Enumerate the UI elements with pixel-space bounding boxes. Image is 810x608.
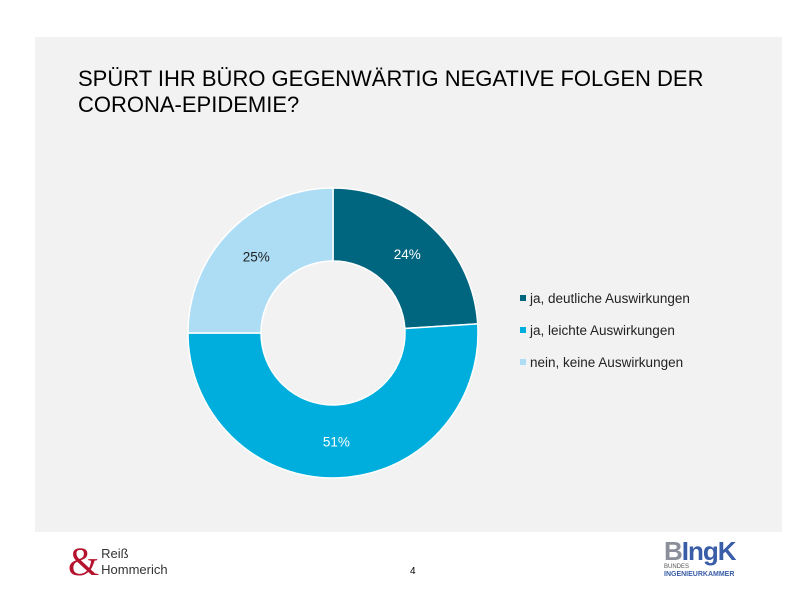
logo-ampersand: & bbox=[68, 539, 100, 584]
legend-swatch bbox=[520, 327, 526, 333]
logo-ingk: IngK bbox=[681, 536, 737, 566]
legend-label: ja, deutliche Auswirkungen bbox=[530, 290, 690, 306]
donut-segment-2 bbox=[187, 187, 334, 334]
data-label-2: 25% bbox=[243, 249, 270, 264]
reiss-hommerich-logo: & Reiß Hommerich bbox=[68, 539, 168, 584]
legend-swatch bbox=[520, 359, 526, 365]
logo-ingenieurkammer: INGENIEURKAMMER bbox=[664, 571, 735, 578]
legend-item-2: nein, keine Auswirkungen bbox=[520, 346, 690, 378]
chart-legend: ja, deutliche Auswirkungen ja, leichte Au… bbox=[520, 282, 690, 378]
slide-title: SPÜRT IHR BÜRO GEGENWÄRTIG NEGATIVE FOLG… bbox=[78, 66, 704, 117]
donut-segment-0 bbox=[332, 187, 479, 330]
page-number: 4 bbox=[410, 566, 416, 577]
donut-segment-1 bbox=[187, 323, 479, 479]
legend-item-1: ja, leichte Auswirkungen bbox=[520, 314, 690, 346]
data-label-1: 51% bbox=[323, 434, 350, 449]
legend-item-0: ja, deutliche Auswirkungen bbox=[520, 282, 690, 314]
bingk-logo: BIngK BUNDES INGENIEURKAMMER bbox=[664, 536, 737, 579]
logo-b: B bbox=[664, 536, 683, 566]
logo-text-line1: Reiß bbox=[101, 546, 129, 561]
data-label-0: 24% bbox=[394, 247, 421, 262]
logo-bundes: BUNDES bbox=[664, 564, 690, 570]
legend-label: nein, keine Auswirkungen bbox=[530, 354, 684, 370]
legend-swatch bbox=[520, 295, 526, 301]
logo-text-line2: Hommerich bbox=[101, 562, 168, 577]
legend-label: ja, leichte Auswirkungen bbox=[530, 322, 675, 338]
